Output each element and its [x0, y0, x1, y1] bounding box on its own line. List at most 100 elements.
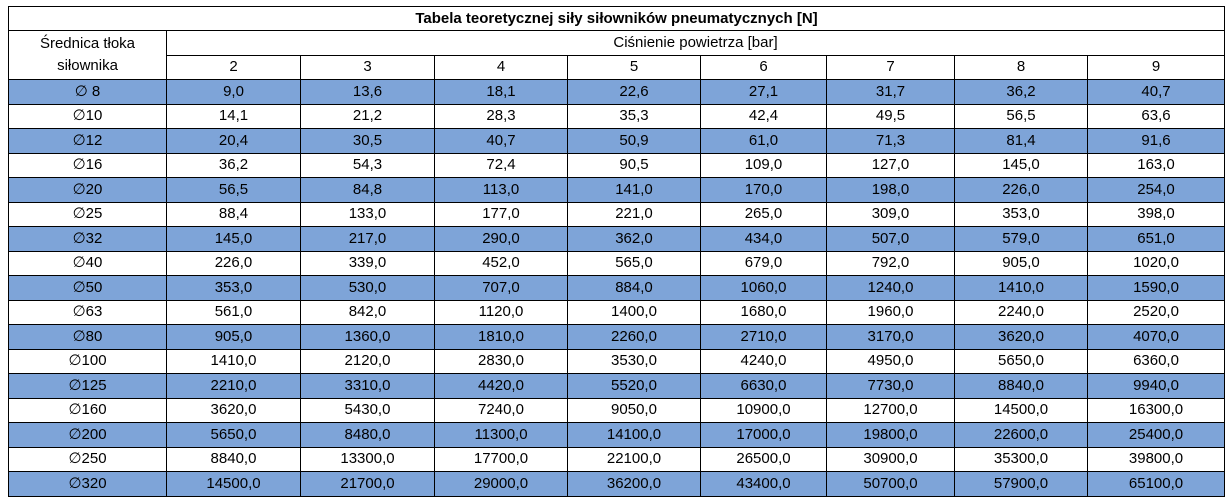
force-cell: 434,0 [700, 226, 827, 252]
data-row: ∅12 20,4 30,5 40,7 50,9 61,0 71,3 81,4 91,6 [8, 128, 1226, 154]
force-cell: 530,0 [300, 275, 435, 301]
force-cell: 2240,0 [954, 299, 1088, 325]
force-cell: 19800,0 [826, 422, 955, 448]
force-cell: 25400,0 [1086, 422, 1226, 448]
force-cell: 6630,0 [700, 373, 827, 399]
force-cell: 18,1 [434, 79, 568, 105]
force-cell: 565,0 [567, 250, 701, 276]
force-cell: 2120,0 [300, 348, 435, 374]
force-cell: 14100,0 [567, 422, 701, 448]
force-cell: 36,2 [166, 152, 301, 178]
data-row: ∅250 8840,0 13300,0 17700,0 22100,0 26500,0 30… [8, 446, 1226, 472]
force-cell: 27,1 [700, 79, 827, 105]
force-cell: 49,5 [826, 103, 955, 129]
force-cell: 221,0 [567, 201, 701, 227]
force-cell: 226,0 [166, 250, 301, 276]
force-cell: 2830,0 [434, 348, 568, 374]
force-cell: 651,0 [1086, 226, 1226, 252]
force-cell: 177,0 [434, 201, 568, 227]
force-cell: 309,0 [826, 201, 955, 227]
diameter-cell: ∅160 [8, 397, 167, 423]
diameter-cell: ∅10 [8, 103, 167, 129]
force-cell: 1960,0 [826, 299, 955, 325]
force-cell: 28,3 [434, 103, 568, 129]
force-cell: 9940,0 [1086, 373, 1226, 399]
force-cell: 9,0 [166, 79, 301, 105]
force-cell: 29000,0 [434, 471, 568, 497]
force-cell: 3170,0 [826, 324, 955, 350]
force-cell: 17700,0 [434, 446, 568, 472]
force-cell: 54,3 [300, 152, 435, 178]
force-cell: 35300,0 [954, 446, 1088, 472]
force-cell: 339,0 [300, 250, 435, 276]
force-cell: 353,0 [166, 275, 301, 301]
force-cell: 254,0 [1086, 177, 1226, 203]
force-cell: 1020,0 [1086, 250, 1226, 276]
diameter-cell: ∅250 [8, 446, 167, 472]
force-cell: 905,0 [166, 324, 301, 350]
force-cell: 3530,0 [567, 348, 701, 374]
force-cell: 507,0 [826, 226, 955, 252]
force-cell: 42,4 [700, 103, 827, 129]
force-cell: 145,0 [166, 226, 301, 252]
force-cell: 4240,0 [700, 348, 827, 374]
data-row: ∅160 3620,0 5430,0 7240,0 9050,0 10900,0 12700… [8, 397, 1226, 423]
force-cell: 14500,0 [954, 397, 1088, 423]
force-cell: 198,0 [826, 177, 955, 203]
force-cell: 40,7 [434, 128, 568, 154]
force-cell: 50,9 [567, 128, 701, 154]
pressure-cell: 5 [567, 54, 701, 80]
force-cell: 7240,0 [434, 397, 568, 423]
force-cell: 22,6 [567, 79, 701, 105]
force-cell: 884,0 [567, 275, 701, 301]
force-cell: 3310,0 [300, 373, 435, 399]
row-header: Średnica tłoka siłownika [8, 30, 167, 80]
force-cell: 4070,0 [1086, 324, 1226, 350]
pressure-cell: 8 [954, 54, 1088, 80]
table-title: Tabela teoretycznej siły siłowników pneu… [7, 6, 1226, 31]
force-cell: 8480,0 [300, 422, 435, 448]
force-cell: 12700,0 [826, 397, 955, 423]
diameter-cell: ∅125 [8, 373, 167, 399]
force-cell: 8840,0 [954, 373, 1088, 399]
force-cell: 1410,0 [166, 348, 301, 374]
diameter-cell: ∅63 [8, 299, 167, 325]
force-cell: 561,0 [166, 299, 301, 325]
force-cell: 21700,0 [300, 471, 435, 497]
force-cell: 90,5 [567, 152, 701, 178]
force-cell: 1810,0 [434, 324, 568, 350]
force-cell: 217,0 [300, 226, 435, 252]
diameter-cell: ∅100 [8, 348, 167, 374]
force-cell: 3620,0 [166, 397, 301, 423]
data-row: ∅16 36,2 54,3 72,4 90,5 109,0 127,0 145,0 163,0 [8, 152, 1226, 178]
diameter-cell: ∅320 [8, 471, 167, 497]
diameter-cell: ∅80 [8, 324, 167, 350]
force-cell: 2520,0 [1086, 299, 1226, 325]
force-cell: 40,7 [1086, 79, 1226, 105]
title-row: Tabela teoretycznej siły siłowników pneu… [7, 6, 1226, 31]
force-cell: 30,5 [300, 128, 435, 154]
pressure-cell: 4 [434, 54, 568, 80]
diameter-cell: ∅20 [8, 177, 167, 203]
force-cell: 452,0 [434, 250, 568, 276]
force-cell: 43400,0 [700, 471, 827, 497]
force-cell: 353,0 [954, 201, 1088, 227]
pressure-cell: 3 [300, 54, 435, 80]
force-cell: 14500,0 [166, 471, 301, 497]
force-cell: 57900,0 [954, 471, 1088, 497]
force-cell: 31,7 [826, 79, 955, 105]
force-cell: 362,0 [567, 226, 701, 252]
force-cell: 707,0 [434, 275, 568, 301]
force-cell: 16300,0 [1086, 397, 1226, 423]
force-cell: 72,4 [434, 152, 568, 178]
force-cell: 1410,0 [954, 275, 1088, 301]
force-cell: 9050,0 [567, 397, 701, 423]
diameter-cell: ∅25 [8, 201, 167, 227]
data-row: ∅40 226,0 339,0 452,0 565,0 679,0 792,0 905,0 10… [8, 250, 1226, 276]
force-cell: 1060,0 [700, 275, 827, 301]
data-row: ∅50 353,0 530,0 707,0 884,0 1060,0 1240,0 1410,… [8, 275, 1226, 301]
force-cell: 141,0 [567, 177, 701, 203]
force-cell: 3620,0 [954, 324, 1088, 350]
header-row: Średnica tłoka siłownika Ciśnienie powie… [8, 30, 1226, 80]
